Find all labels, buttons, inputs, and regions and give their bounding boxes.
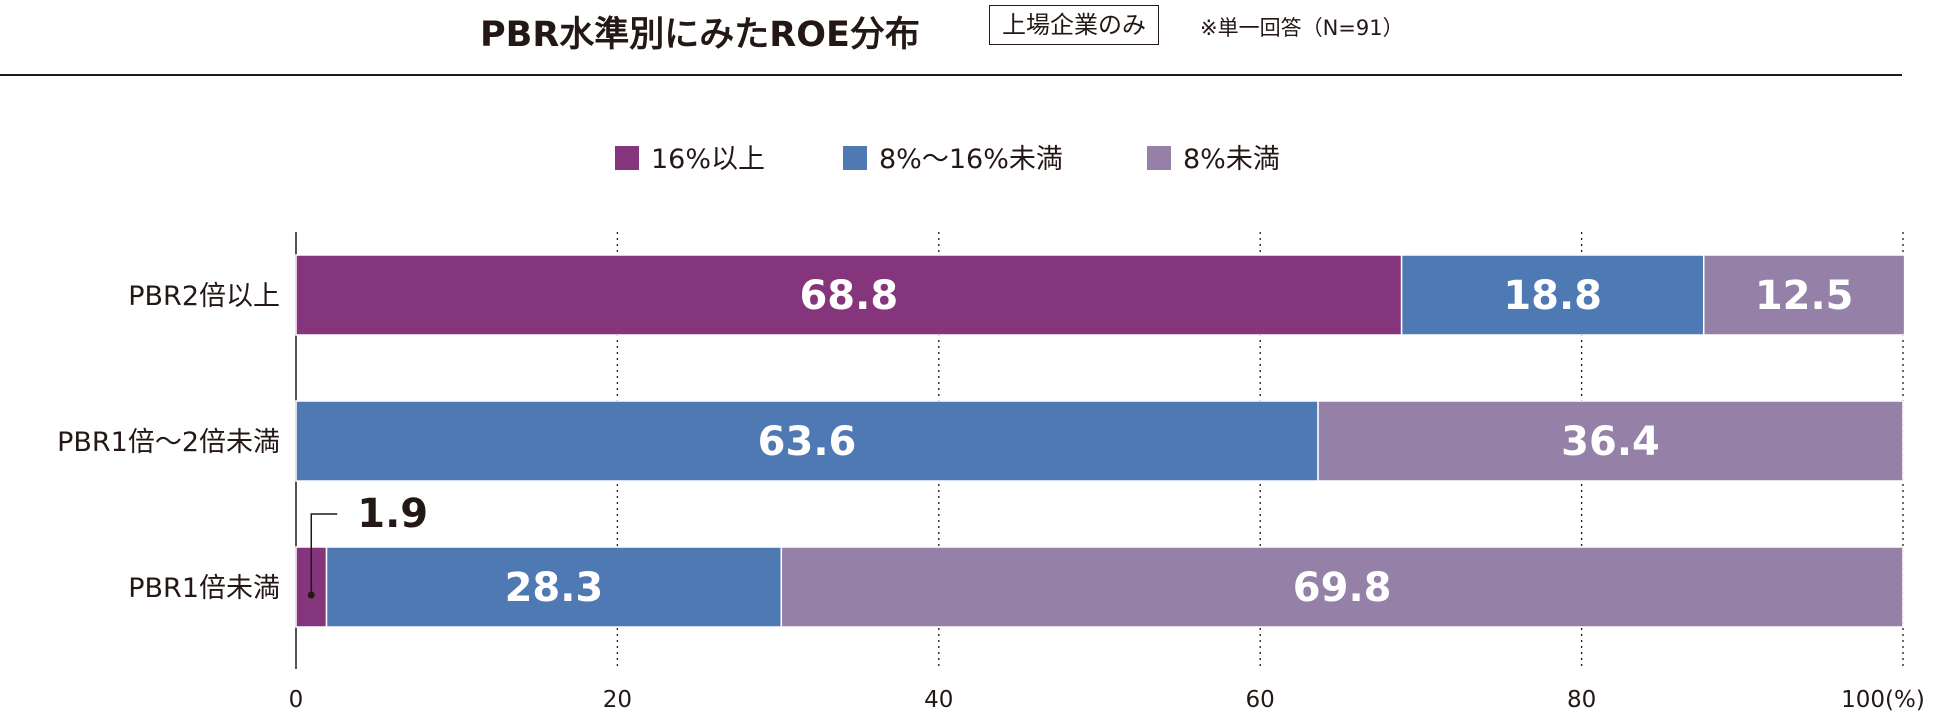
x-tick-label: 20 [603,687,632,713]
category-label: PBR2倍以上 [128,281,280,312]
value-label: 28.3 [505,565,604,611]
legend-label: 16%以上 [651,144,765,175]
category-label: PBR1倍～2倍未満 [57,427,280,458]
value-label: 68.8 [799,273,898,319]
bar-segment [780,546,1904,628]
legend-swatch [615,146,639,170]
labels: 0 20 40 60 80 100(%) PBR2倍以上 PBR1倍～2倍未満 PBR1倍未満 6… [57,273,1925,713]
legend: 16%以上 8%～16%未満 8%未満 [615,144,1280,175]
x-tick-label: 0 [289,687,304,713]
sample-note: ※単一回答（N=91） [1200,16,1404,40]
bar-segment [1317,400,1904,482]
x-tick-label: 40 [924,687,953,713]
callout-line [310,513,338,595]
category-label: PBR1倍未満 [128,573,280,604]
value-label: 69.8 [1293,565,1392,611]
chart-title: PBR水準別にみたROE分布 [480,15,920,55]
scope-badge: 上場企業のみ [989,5,1159,45]
title-area: PBR水準別にみたROE分布 上場企業のみ ※単一回答（N=91） [0,0,1950,78]
bar-segment [295,400,1319,482]
bar-segment [295,254,1403,336]
value-label: 18.8 [1503,273,1602,319]
legend-label: 8%未満 [1183,144,1280,175]
x-tick-label: 80 [1567,687,1596,713]
x-tick-label: 60 [1246,687,1275,713]
legend-swatch [1147,146,1171,170]
bar-segment [1400,254,1705,336]
bar-segment [325,546,783,628]
legend-swatch [843,146,867,170]
bars [295,254,1906,628]
legend-label: 8%～16%未満 [879,144,1063,175]
bar-segment [1702,254,1906,336]
value-label: 36.4 [1561,419,1660,465]
x-tick-label: 100(%) [1841,687,1925,713]
title-divider [0,74,1902,76]
value-label: 12.5 [1755,273,1854,319]
value-label: 1.9 [357,491,428,537]
value-label: 63.6 [758,419,857,465]
